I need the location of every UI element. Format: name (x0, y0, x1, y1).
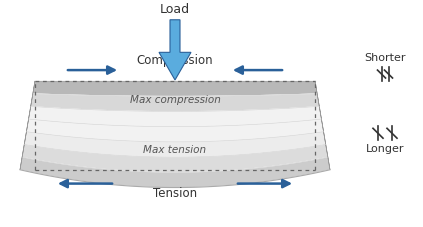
Polygon shape (315, 81, 330, 170)
Polygon shape (24, 132, 326, 157)
Text: Longer: Longer (366, 144, 404, 154)
Polygon shape (26, 119, 324, 142)
Polygon shape (31, 94, 319, 111)
Text: Max tension: Max tension (143, 145, 206, 155)
Polygon shape (33, 81, 317, 96)
Text: Compression: Compression (137, 54, 213, 67)
Text: Load: Load (160, 3, 190, 16)
Text: Max compression: Max compression (129, 96, 220, 106)
Text: Shorter: Shorter (364, 53, 406, 63)
Polygon shape (29, 106, 321, 127)
Text: Tension: Tension (153, 187, 197, 200)
Polygon shape (20, 157, 330, 188)
Polygon shape (22, 144, 328, 172)
Polygon shape (20, 81, 35, 170)
Polygon shape (159, 20, 191, 80)
